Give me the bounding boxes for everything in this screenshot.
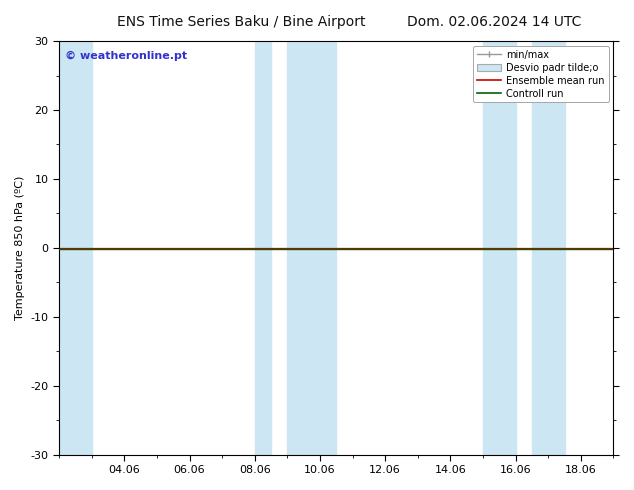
Bar: [287, 41, 336, 455]
Text: Dom. 02.06.2024 14 UTC: Dom. 02.06.2024 14 UTC: [407, 15, 582, 29]
Bar: [532, 41, 564, 455]
Y-axis label: Temperature 850 hPa (ºC): Temperature 850 hPa (ºC): [15, 175, 25, 320]
Bar: [255, 41, 271, 455]
Bar: [59, 41, 92, 455]
Bar: [483, 41, 515, 455]
Text: ENS Time Series Baku / Bine Airport: ENS Time Series Baku / Bine Airport: [117, 15, 365, 29]
Text: © weatheronline.pt: © weatheronline.pt: [65, 51, 187, 61]
Legend: min/max, Desvio padr tilde;o, Ensemble mean run, Controll run: min/max, Desvio padr tilde;o, Ensemble m…: [473, 46, 609, 102]
